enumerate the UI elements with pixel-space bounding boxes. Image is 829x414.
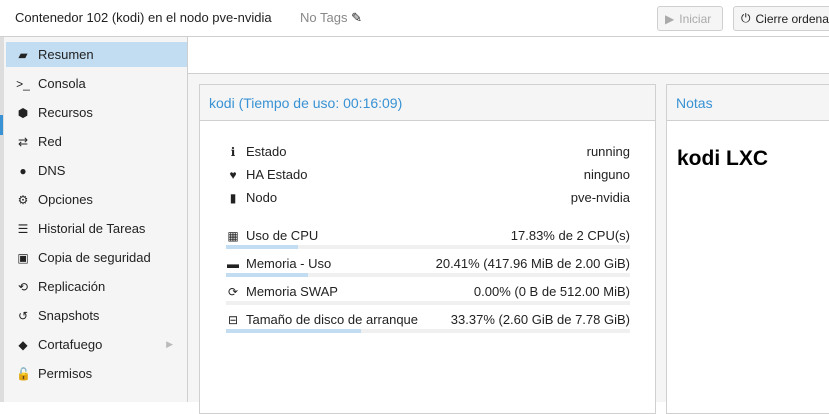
page-title: Contenedor 102 (kodi) en el nodo pve-nvi… [15, 10, 272, 25]
sidebar-item-consola[interactable]: >_ Consola [6, 71, 187, 96]
sidebar-item-snapshots[interactable]: ↺ Snapshots [6, 303, 187, 328]
sidebar-item-permisos[interactable]: 🔓 Permisos [6, 361, 187, 386]
sidebar-item-label: Consola [38, 76, 86, 91]
usage-row: ⟳ Memoria SWAP 0.00% (0 B de 512.00 MiB) [226, 284, 630, 299]
row-label: HA Estado [246, 167, 308, 182]
cpu-icon: ▦ [227, 228, 239, 243]
start-label: Iniciar [679, 11, 712, 26]
usage-progress-bar [226, 301, 630, 305]
sidebar-item-label: DNS [38, 163, 66, 178]
sidebar-item-cortafuego[interactable]: ◆ Cortafuego ▶ [6, 332, 187, 357]
notes-title: Notas [667, 85, 829, 121]
shutdown-button[interactable]: ⏻ Cierre ordena [733, 6, 829, 31]
terminal-icon: >_ [16, 76, 30, 91]
floppy-icon: ▣ [17, 250, 29, 265]
sidebar-item-red[interactable]: ⇄ Red [6, 129, 187, 154]
globe-icon: ● [19, 163, 27, 178]
retweet-icon: ⟲ [17, 279, 29, 294]
cube-icon: ⬢ [17, 105, 29, 120]
gear-icon: ⚙ [17, 192, 29, 207]
sidebar-item-recursos[interactable]: ⬢ Recursos [6, 100, 187, 125]
play-icon: ▶ [665, 11, 675, 26]
info-icon: ℹ [230, 144, 236, 159]
usage-row: ▬ Memoria - Uso 20.41% (417.96 MiB de 2.00… [226, 256, 630, 271]
row-label: Memoria SWAP [246, 284, 338, 299]
row-value: 33.37% (2.60 GiB de 7.78 GiB) [450, 312, 630, 327]
pencil-icon: ✎ [347, 10, 362, 25]
tags-edit[interactable]: No Tags ✎ [300, 10, 362, 26]
status-row: ♥ HA Estado ninguno [226, 167, 630, 182]
memory-icon: ▬ [227, 256, 239, 271]
start-button[interactable]: ▶ Iniciar [657, 6, 723, 31]
sidebar-item-label: Historial de Tareas [38, 221, 146, 236]
usage-progress-fill [226, 329, 361, 333]
notes-panel: Notas kodi LXC [666, 84, 829, 414]
sidebar-item-label: Copia de seguridad [38, 250, 151, 265]
power-icon: ⏻ [741, 11, 751, 25]
row-value: 17.83% de 2 CPU(s) [510, 228, 630, 243]
row-value: 20.41% (417.96 MiB de 2.00 GiB) [435, 256, 630, 271]
server-icon: ▮ [229, 190, 237, 205]
row-value: 0.00% (0 B de 512.00 MiB) [473, 284, 630, 299]
sidebar-item-opciones[interactable]: ⚙ Opciones [6, 187, 187, 212]
list-icon: ☰ [17, 221, 29, 236]
row-label: Estado [246, 144, 287, 159]
summary-title: kodi (Tiempo de uso: 00:16:09) [200, 85, 655, 121]
expand-arrow-icon[interactable]: ▶ [166, 339, 173, 349]
shield-icon: ◆ [18, 337, 28, 352]
usage-progress-fill [226, 273, 309, 277]
unlock-icon: 🔓 [16, 366, 31, 381]
row-label: Memoria - Uso [246, 256, 332, 271]
shutdown-label: Cierre ordena [755, 11, 829, 26]
row-value: running [586, 144, 630, 159]
summary-panel: kodi (Tiempo de uso: 00:16:09) ℹ Estado ru… [199, 84, 656, 414]
row-value: pve-nvidia [570, 190, 630, 205]
book-icon: ▰ [18, 47, 28, 62]
usage-row: ⊟ Tamaño de disco de arranque 33.37% (2.60… [226, 312, 630, 327]
tree-scrollbar[interactable] [0, 37, 4, 402]
sidebar-item-label: Opciones [38, 192, 93, 207]
sidebar-item-dns[interactable]: ● DNS [6, 158, 187, 183]
exchange-icon: ⇄ [17, 134, 29, 149]
status-row: ▮ Nodo pve-nvidia [226, 190, 630, 205]
sidebar-item-copia-de-seguridad[interactable]: ▣ Copia de seguridad [6, 245, 187, 270]
sidebar-item-resumen[interactable]: ▰ Resumen [6, 42, 187, 67]
sidebar-item-label: Cortafuego [38, 337, 103, 352]
usage-progress-fill [226, 245, 299, 249]
status-row: ℹ Estado running [226, 144, 630, 159]
sidebar-item-label: Red [38, 134, 62, 149]
sidebar-item-label: Resumen [38, 47, 94, 62]
row-label: Tamaño de disco de arranque [246, 312, 419, 327]
sidebar: ▰ Resumen >_ Consola ⬢ Recursos ⇄ Red ● DNS ⚙ Opcio… [4, 37, 188, 402]
sidebar-item-label: Permisos [38, 366, 93, 381]
row-value: ninguno [583, 167, 630, 182]
usage-progress-bar [226, 245, 630, 249]
usage-row: ▦ Uso de CPU 17.83% de 2 CPU(s) [226, 228, 630, 243]
sidebar-item-label: Replicación [38, 279, 106, 294]
usage-progress-bar [226, 329, 630, 333]
row-label: Uso de CPU [246, 228, 319, 243]
heartbeat-icon: ♥ [229, 167, 237, 182]
row-label: Nodo [246, 190, 278, 205]
toolbar-band [188, 37, 829, 74]
tags-label: No Tags [300, 10, 348, 25]
sidebar-item-historial-de-tareas[interactable]: ☰ Historial de Tareas [6, 216, 187, 241]
sidebar-item-label: Snapshots [38, 308, 100, 323]
history-icon: ↺ [17, 308, 29, 323]
usage-progress-bar [226, 273, 630, 277]
sidebar-item-label: Recursos [38, 105, 93, 120]
notes-content: kodi LXC [677, 147, 769, 170]
refresh-icon: ⟳ [227, 284, 239, 299]
top-bar: Contenedor 102 (kodi) en el nodo pve-nvi… [0, 0, 829, 37]
hdd-icon: ⊟ [227, 312, 239, 327]
sidebar-item-replicaci-n[interactable]: ⟲ Replicación [6, 274, 187, 299]
